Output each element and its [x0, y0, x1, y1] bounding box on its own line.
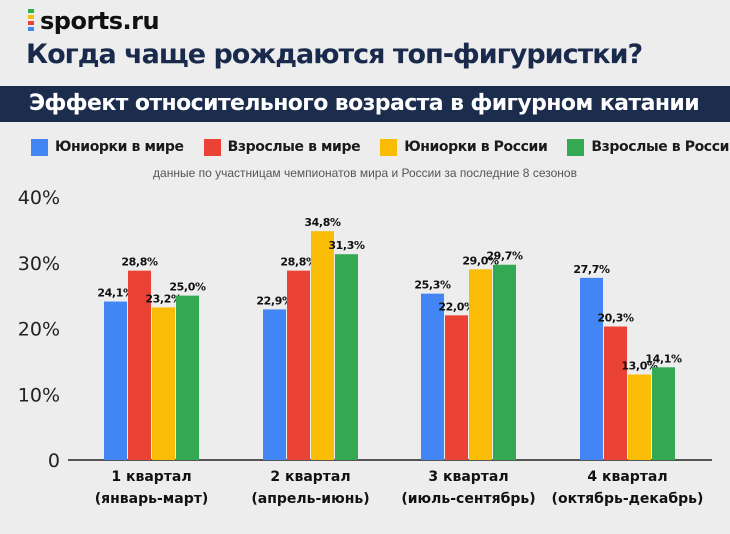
legend-item-juniors-russia: Юниорки в России [380, 138, 548, 156]
bar [335, 254, 358, 460]
bar [580, 277, 603, 460]
category-label: (октябрь-декабрь) [552, 491, 704, 507]
legend-swatch-green [567, 138, 585, 156]
y-tick-label: 20% [18, 319, 60, 341]
legend-item-adults-russia: Взрослые в России [567, 138, 730, 156]
bar [493, 264, 516, 460]
data-label: 25,0% [169, 281, 206, 294]
data-label: 31,3% [328, 239, 365, 252]
bar [628, 374, 651, 460]
bar [128, 270, 151, 460]
bar [421, 293, 444, 460]
bar [287, 270, 310, 460]
bar [176, 295, 199, 460]
legend-label: Взрослые в России [591, 139, 730, 155]
legend-swatch-yellow [380, 138, 398, 156]
brand-name: sports.ru [40, 7, 160, 35]
data-label: 28,8% [280, 256, 317, 269]
data-label: 29,7% [486, 250, 523, 263]
page-title: Когда чаще рождаются топ-фигуристки? [26, 39, 643, 70]
category-label: (апрель-июнь) [251, 491, 369, 507]
data-label: 24,1% [97, 287, 134, 300]
legend-swatch-blue [31, 138, 48, 156]
bar [104, 301, 127, 460]
chart-legend: Юниорки в мире Взрослые в мире Юниорки в… [31, 136, 730, 158]
y-tick-label: 0 [48, 450, 60, 472]
y-tick-label: 30% [18, 253, 60, 275]
bar [604, 326, 627, 460]
data-label: 34,8% [304, 216, 341, 229]
data-label: 22,0% [438, 300, 475, 313]
legend-label: Взрослые в мире [227, 139, 361, 155]
data-label: 20,3% [597, 312, 634, 325]
page-subtitle: Эффект относительного возраста в фигурно… [29, 91, 700, 116]
legend-item-adults-world: Взрослые в мире [203, 138, 361, 156]
sports-logo-icon [28, 9, 34, 31]
data-note: данные по участницам чемпионатов мира и … [153, 166, 577, 180]
bar [152, 307, 175, 460]
category-label: 2 квартал [270, 469, 350, 485]
category-label: 1 квартал [111, 469, 191, 485]
y-tick-label: 10% [18, 384, 60, 406]
data-label: 25,3% [414, 279, 451, 292]
category-label: 3 квартал [428, 469, 508, 485]
y-tick-label: 40% [18, 187, 60, 209]
bar [469, 269, 492, 460]
data-label: 13,0% [621, 360, 658, 373]
subtitle-banner: Эффект относительного возраста в фигурно… [0, 86, 730, 122]
legend-item-juniors-world: Юниорки в мире [31, 138, 184, 156]
legend-label: Юниорки в России [404, 139, 548, 155]
data-label: 23,2% [145, 292, 182, 305]
data-label: 28,8% [121, 256, 158, 269]
category-label: (июль-сентябрь) [401, 491, 535, 507]
bar [445, 315, 468, 460]
category-label: (январь-март) [95, 491, 208, 507]
data-label: 27,7% [573, 263, 610, 276]
data-label: 29,0% [462, 254, 499, 267]
bar [263, 309, 286, 460]
bar [652, 367, 675, 460]
category-label: 4 квартал [587, 469, 667, 485]
legend-swatch-red [203, 138, 221, 156]
brand-logo: sports.ru [26, 6, 160, 36]
legend-label: Юниорки в мире [55, 139, 184, 155]
data-label: 22,9% [256, 294, 293, 307]
data-label: 14,1% [645, 352, 682, 365]
bar [311, 231, 334, 460]
